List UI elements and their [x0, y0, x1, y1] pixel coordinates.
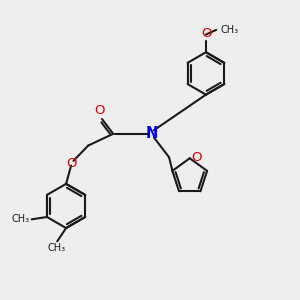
Text: CH₃: CH₃	[48, 243, 66, 253]
Text: O: O	[94, 104, 105, 117]
Text: N: N	[145, 126, 158, 141]
Text: O: O	[191, 151, 202, 164]
Text: O: O	[201, 27, 212, 40]
Text: CH₃: CH₃	[221, 25, 239, 35]
Text: CH₃: CH₃	[12, 214, 30, 224]
Text: O: O	[67, 157, 77, 170]
